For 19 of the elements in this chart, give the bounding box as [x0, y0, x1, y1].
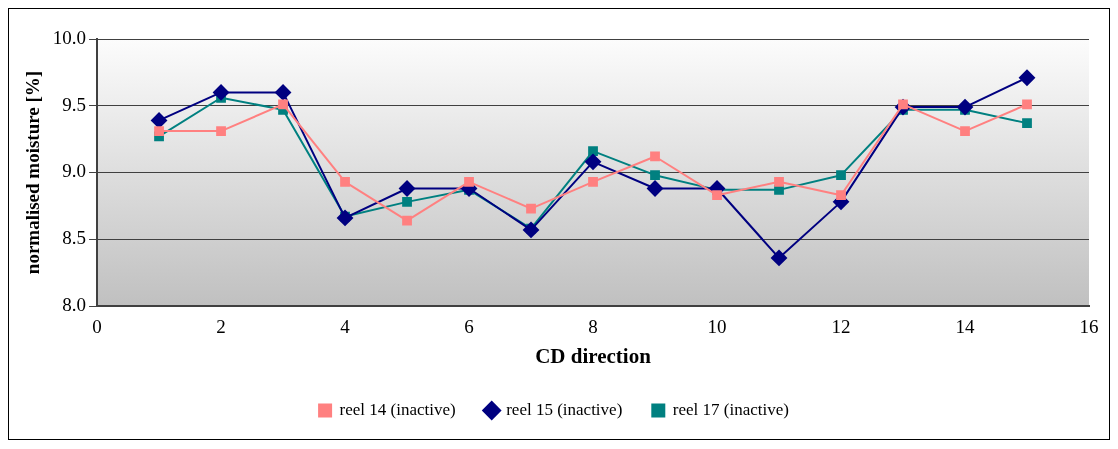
x-tick-label: 6 [464, 316, 474, 338]
y-tick-label: 9.0 [62, 160, 87, 182]
legend-label: reel 14 (inactive) [339, 399, 456, 419]
x-tick-label: 10 [707, 316, 727, 338]
x-tick-label: 2 [216, 316, 226, 338]
x-tick-label: 16 [1079, 316, 1099, 338]
x-tick-label: 0 [92, 316, 102, 338]
legend-label: reel 17 (inactive) [672, 399, 789, 419]
y-tick-label: 8.0 [62, 293, 87, 315]
x-tick-label: 14 [955, 316, 976, 338]
y-tick-label: 10.0 [52, 26, 87, 48]
y-tick-label: 8.5 [62, 227, 87, 249]
x-axis-title: CD direction [535, 343, 652, 368]
x-tick-label: 12 [831, 316, 851, 338]
x-tick-label: 4 [340, 316, 351, 338]
x-tick-label: 8 [588, 316, 598, 338]
y-axis-title: normalised moisture [%] [22, 70, 44, 275]
legend-label: reel 15 (inactive) [506, 399, 623, 419]
y-tick-label: 9.5 [62, 93, 87, 115]
